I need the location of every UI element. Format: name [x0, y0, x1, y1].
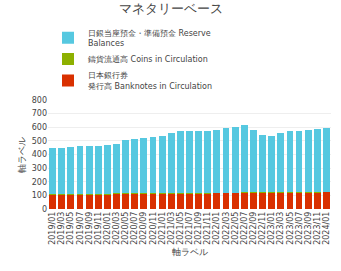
- svg-text:2022/07: 2022/07: [240, 212, 249, 245]
- svg-text:300: 300: [32, 164, 47, 173]
- svg-text:0: 0: [42, 205, 47, 214]
- svg-text:2021/07: 2021/07: [185, 212, 194, 245]
- svg-text:2021/03: 2021/03: [167, 212, 176, 245]
- svg-text:日本銀行券発行高 Banknotes in Circulat: 日本銀行券発行高 Banknotes in Circulation: [88, 71, 212, 90]
- svg-text:100: 100: [32, 191, 47, 200]
- svg-text:2022/01: 2022/01: [212, 212, 221, 245]
- svg-text:2022/03: 2022/03: [222, 212, 231, 245]
- svg-text:400: 400: [32, 150, 47, 159]
- svg-text:2022/09: 2022/09: [249, 212, 258, 245]
- svg-text:2020/05: 2020/05: [121, 212, 130, 245]
- svg-text:200: 200: [32, 178, 47, 187]
- svg-text:2023/01: 2023/01: [267, 212, 276, 245]
- svg-text:2020/07: 2020/07: [130, 212, 139, 245]
- svg-text:2022/11: 2022/11: [258, 212, 267, 245]
- svg-text:2023/11: 2023/11: [313, 212, 322, 245]
- svg-text:600: 600: [32, 123, 47, 132]
- svg-text:2024/01: 2024/01: [322, 212, 331, 245]
- svg-text:2021/05: 2021/05: [176, 212, 185, 245]
- svg-text:2019/07: 2019/07: [76, 212, 85, 245]
- svg-text:2019/05: 2019/05: [66, 212, 75, 245]
- svg-text:鑄貨流通高 Coins in Circulation: 鑄貨流通高 Coins in Circulation: [88, 55, 208, 64]
- svg-text:マネタリーベース: マネタリーベース: [119, 1, 223, 16]
- svg-text:2020/09: 2020/09: [139, 212, 148, 245]
- svg-text:500: 500: [32, 137, 47, 146]
- svg-text:2021/01: 2021/01: [158, 212, 167, 245]
- svg-text:2019/01: 2019/01: [48, 212, 57, 245]
- svg-text:2020/11: 2020/11: [149, 212, 158, 245]
- svg-text:2021/11: 2021/11: [203, 212, 212, 245]
- svg-text:700: 700: [32, 109, 47, 118]
- svg-text:軸ラベル: 軸ラベル: [17, 137, 27, 173]
- svg-text:2023/07: 2023/07: [295, 212, 304, 245]
- svg-text:2019/11: 2019/11: [94, 212, 103, 245]
- svg-text:2020/03: 2020/03: [112, 212, 121, 245]
- svg-text:2020/01: 2020/01: [103, 212, 112, 245]
- svg-text:2023/05: 2023/05: [286, 212, 295, 245]
- svg-text:2022/05: 2022/05: [231, 212, 240, 245]
- svg-text:2021/09: 2021/09: [194, 212, 203, 245]
- svg-text:2019/09: 2019/09: [85, 212, 94, 245]
- svg-text:800: 800: [32, 96, 47, 105]
- svg-text:2023/03: 2023/03: [276, 212, 285, 245]
- svg-text:日銀当座預金・準備預金 ReserveBalances: 日銀当座預金・準備預金 ReserveBalances: [88, 29, 211, 48]
- svg-text:2023/09: 2023/09: [304, 212, 313, 245]
- svg-text:2019/03: 2019/03: [57, 212, 66, 245]
- svg-text:軸ラベル: 軸ラベル: [172, 247, 208, 257]
